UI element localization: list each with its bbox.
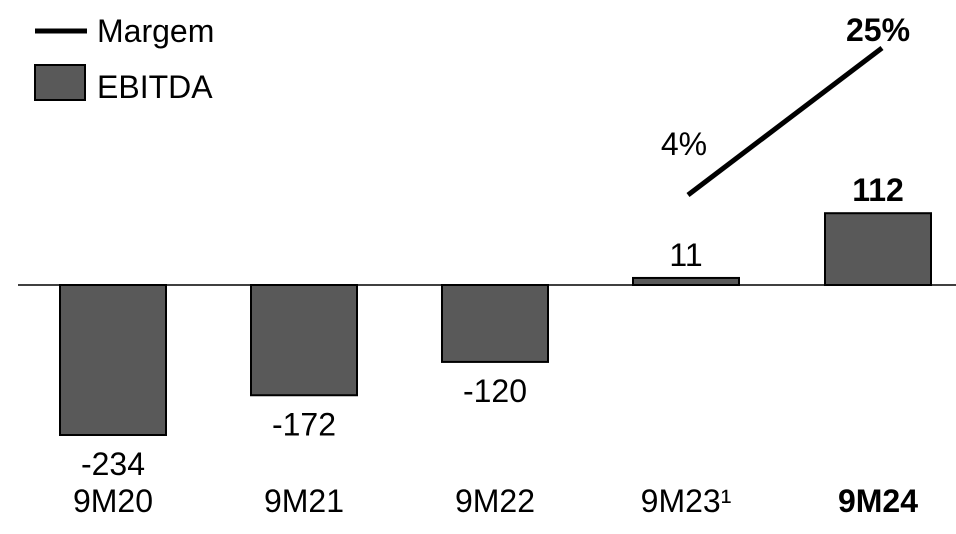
- bar-1: [59, 284, 167, 436]
- bar-4: [632, 276, 740, 287]
- margem-series: 4% 25%: [661, 12, 910, 197]
- value-labels: -234 -172 -120 11 112: [81, 172, 904, 482]
- bar-3: [441, 284, 549, 363]
- legend-ebitda-swatch: [34, 64, 86, 101]
- bar-value-label-2: -172: [272, 406, 336, 442]
- bar-value-label-5: 112: [852, 172, 904, 208]
- category-label-5: 9M24: [838, 483, 918, 519]
- margem-label-2: 25%: [846, 12, 910, 48]
- category-label-3: 9M22: [455, 483, 535, 519]
- category-label-2: 9M21: [264, 483, 344, 519]
- bar-value-label-4: 11: [669, 237, 702, 273]
- category-label-1: 9M20: [73, 483, 153, 519]
- margem-line: [686, 46, 884, 197]
- bar-5: [824, 212, 932, 286]
- legend: Margem EBITDA: [34, 13, 214, 105]
- margem-label-1: 4%: [661, 126, 707, 162]
- ebitda-bars: [59, 212, 932, 436]
- bar-value-label-3: -120: [463, 373, 527, 409]
- legend-ebitda-label: EBITDA: [97, 69, 213, 105]
- category-labels: 9M20 9M21 9M22 9M23¹ 9M24: [73, 483, 918, 519]
- legend-margem-label: Margem: [97, 13, 214, 49]
- bar-2: [250, 284, 358, 397]
- bar-value-label-1: -234: [81, 446, 145, 482]
- category-label-4: 9M23¹: [641, 483, 732, 519]
